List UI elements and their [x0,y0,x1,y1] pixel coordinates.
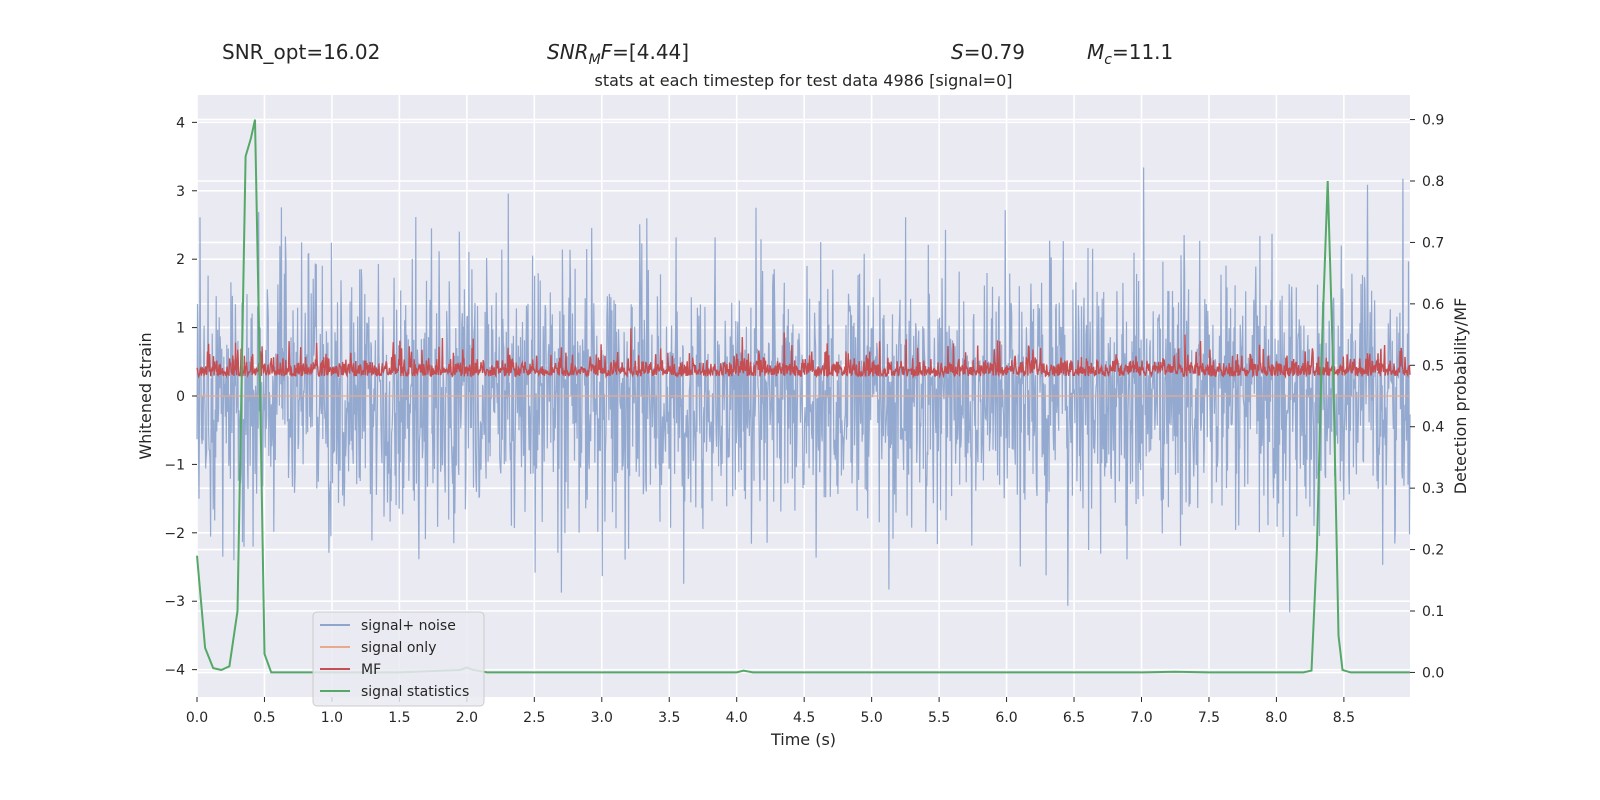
y2-tick-label: 0.1 [1422,604,1444,620]
y-tick-label: −4 [164,663,185,679]
x-tick-label: 1.0 [321,710,343,726]
s-name: S [951,40,964,64]
y-tick-label: −1 [164,457,185,473]
x-tick-label: 7.5 [1198,710,1220,726]
x-tick-label: 2.5 [523,710,545,726]
chart-title: stats at each timestep for test data 498… [594,71,1012,90]
y2-tick-label: 0.9 [1422,113,1444,129]
x-tick-label: 1.5 [388,710,410,726]
signal-statistics-line [196,119,1410,674]
snr-mf-label: SNRMF=[4.44] [547,40,689,68]
x-tick-label: 7.0 [1130,710,1152,726]
y-axis-label-left: Whitened strain [136,332,155,459]
mc-subscript: c [1104,52,1112,68]
signal-noise-line [196,167,1411,613]
x-tick-label: 8.5 [1333,710,1355,726]
y2-tick-label: 0.3 [1422,481,1444,497]
snr-mf-name: SNR [547,40,589,64]
tick-labels: 0.0 0.5 1.0 1.5 2.0 2.5 3.0 3.5 4.0 4.5 5.0 5.5 6.0 6… [164,113,1444,726]
legend-entry: signal statistics [361,684,469,700]
x-tick-label: 0.0 [186,710,208,726]
mc-label: Mc=11.1 [1087,40,1173,68]
y-axis-label-right: Detection probability/MF [1451,298,1470,495]
y2-tick-label: 0.4 [1422,420,1444,436]
x-tick-label: 4.0 [726,710,748,726]
s-label: S=0.79 [951,40,1025,64]
x-tick-label: 5.5 [928,710,950,726]
x-tick-label: 5.0 [861,710,883,726]
snr-opt-label: SNR_opt=16.02 [222,40,380,64]
x-axis-label: Time (s) [770,730,836,749]
y-tick-label: 0 [176,389,185,405]
y-tick-label: −3 [164,594,185,610]
x-tick-label: 3.0 [591,710,613,726]
mc-value: =11.1 [1111,40,1174,64]
x-tick-label: 6.5 [1063,710,1085,726]
x-tick-label: 0.5 [253,710,275,726]
y2-tick-label: 0.5 [1422,358,1444,374]
legend-entry: MF [361,662,381,678]
y-tick-label: 2 [176,252,185,268]
x-tick-label: 6.0 [995,710,1017,726]
mf-line [196,328,1411,379]
y2-tick-label: 0.8 [1422,174,1444,190]
legend-entry: signal only [361,640,436,656]
y-tick-label: 4 [176,115,185,131]
y2-tick-label: 0.0 [1422,665,1444,681]
x-tick-label: 3.5 [658,710,680,726]
snr-opt-text: SNR_opt=16.02 [222,40,381,64]
x-tick-label: 4.5 [793,710,815,726]
legend-entry: signal+ noise [361,618,456,634]
y2-tick-label: 0.2 [1422,543,1444,559]
snr-mf-value: =[4.44] [612,40,690,64]
y2-tick-label: 0.6 [1422,297,1444,313]
y2-tick-label: 0.7 [1422,235,1444,251]
x-tick-label: 8.0 [1265,710,1287,726]
snr-mf-tail: F [600,40,613,64]
snr-mf-subscript: M [588,52,601,68]
y-tick-label: −2 [164,526,185,542]
s-value: =0.79 [963,40,1025,64]
legend-box [312,611,485,707]
y-tick-label: 1 [176,321,185,337]
mc-name: M [1087,40,1105,64]
x-tick-label: 2.0 [456,710,478,726]
y-tick-label: 3 [176,184,185,200]
legend: signal+ noise signal only MF signal statist… [312,611,485,707]
